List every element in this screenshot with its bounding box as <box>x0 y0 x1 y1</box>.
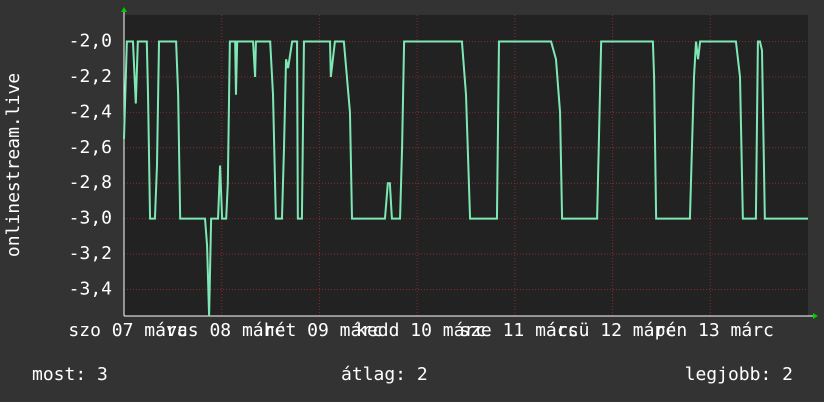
y-tick-label: -2,0 <box>69 31 112 52</box>
plot-area <box>124 15 808 316</box>
x-tick-label: csü 12 márc <box>557 320 676 341</box>
x-tick-label: vas 08 márc <box>166 320 285 341</box>
y-axis-label: onlinestream.live <box>3 73 24 257</box>
y-tick-label: -2,2 <box>69 66 112 87</box>
y-tick-label: -2,6 <box>69 137 112 158</box>
y-tick-label: -2,8 <box>69 172 112 193</box>
y-axis-arrow <box>121 7 127 12</box>
data-line <box>123 40 808 317</box>
footer-current: most: 3 <box>32 364 108 385</box>
footer-best: legjobb: 2 <box>685 364 793 385</box>
y-tick-label: -3,2 <box>69 243 112 264</box>
x-tick-label: kedd 10 márc <box>356 320 486 341</box>
x-tick-label: hét 09 márc <box>264 320 383 341</box>
x-tick-label: pén 13 márc <box>655 320 774 341</box>
x-tick-label: szo 07 márc <box>68 320 187 341</box>
x-tick-label: sze 11 márc <box>459 320 578 341</box>
y-tick-label: -2,4 <box>69 101 112 122</box>
footer-average: átlag: 2 <box>341 364 428 385</box>
x-axis-arrow <box>813 313 818 319</box>
y-tick-label: -3,4 <box>69 278 112 299</box>
y-tick-label: -3,0 <box>69 208 112 229</box>
